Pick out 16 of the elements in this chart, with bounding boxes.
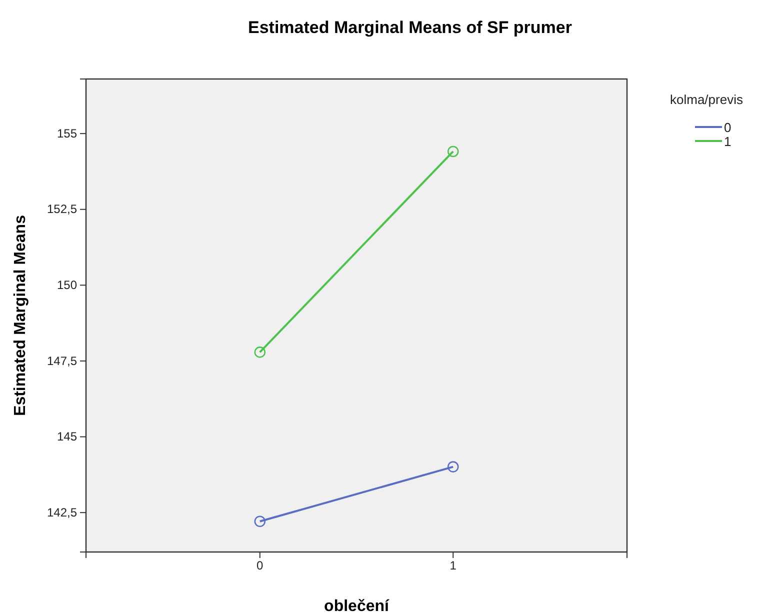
legend-label: 0: [724, 120, 732, 135]
point: [447, 146, 459, 158]
legend-label: 1: [724, 134, 732, 149]
chart-title: Estimated Marginal Means of SF prumer: [248, 18, 572, 37]
y-axis-title: Estimated Marginal Means: [12, 214, 29, 416]
point: [254, 516, 266, 528]
y-tick-label: 142,5: [46, 505, 78, 520]
y-tick-label: 152,5: [46, 202, 78, 216]
y-tick-label: 145: [56, 430, 78, 444]
y-tick-label: 155: [56, 126, 78, 140]
legend-title: kolma/previs: [670, 92, 744, 107]
y-tick-label: 147,5: [46, 354, 78, 368]
point: [447, 461, 459, 472]
y-tick-label: 150: [56, 278, 78, 292]
x-axis-title: oblečení: [324, 598, 390, 615]
point: [254, 346, 266, 358]
